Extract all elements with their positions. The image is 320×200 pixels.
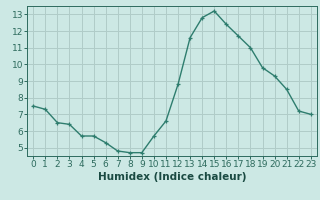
X-axis label: Humidex (Indice chaleur): Humidex (Indice chaleur) bbox=[98, 172, 246, 182]
